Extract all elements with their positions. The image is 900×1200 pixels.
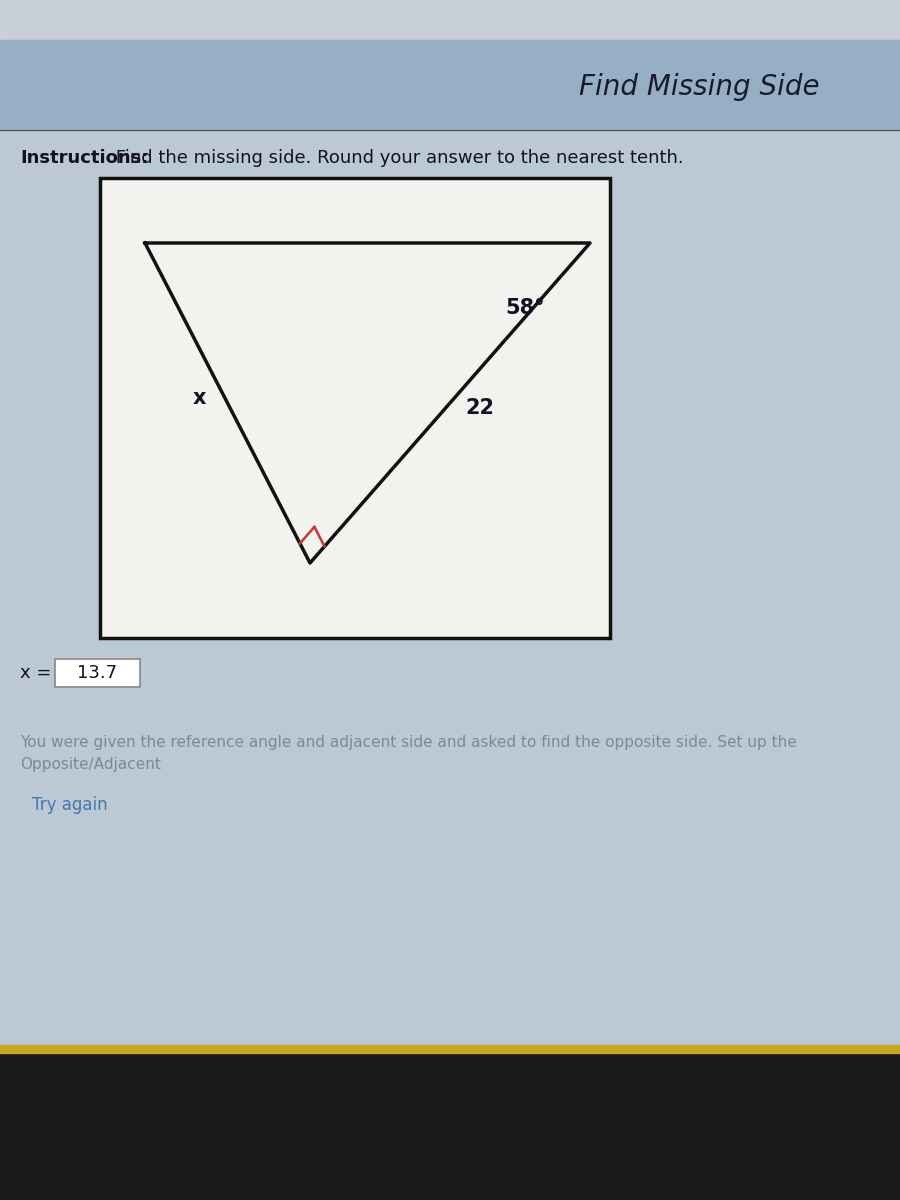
Bar: [55, 659, 140, 686]
Text: x =: x =: [20, 664, 51, 682]
Bar: [0, 0, 900, 40]
Text: x: x: [193, 388, 206, 408]
Text: 13.7: 13.7: [77, 664, 118, 682]
Text: Try again: Try again: [32, 796, 108, 814]
Bar: [0, 40, 900, 130]
Bar: [0, 130, 900, 1050]
Bar: [0, 1050, 900, 1200]
Bar: [100, 178, 610, 638]
Text: 22: 22: [465, 398, 494, 418]
Text: Instructions:: Instructions:: [20, 149, 148, 167]
Bar: [0, 1045, 900, 1054]
Text: Find the missing side. Round your answer to the nearest tenth.: Find the missing side. Round your answer…: [110, 149, 684, 167]
Text: 58°: 58°: [505, 298, 544, 318]
Text: You were given the reference angle and adjacent side and asked to find the oppos: You were given the reference angle and a…: [20, 736, 796, 750]
Text: Opposite/Adjacent: Opposite/Adjacent: [20, 757, 161, 773]
Text: Find Missing Side: Find Missing Side: [580, 73, 820, 101]
